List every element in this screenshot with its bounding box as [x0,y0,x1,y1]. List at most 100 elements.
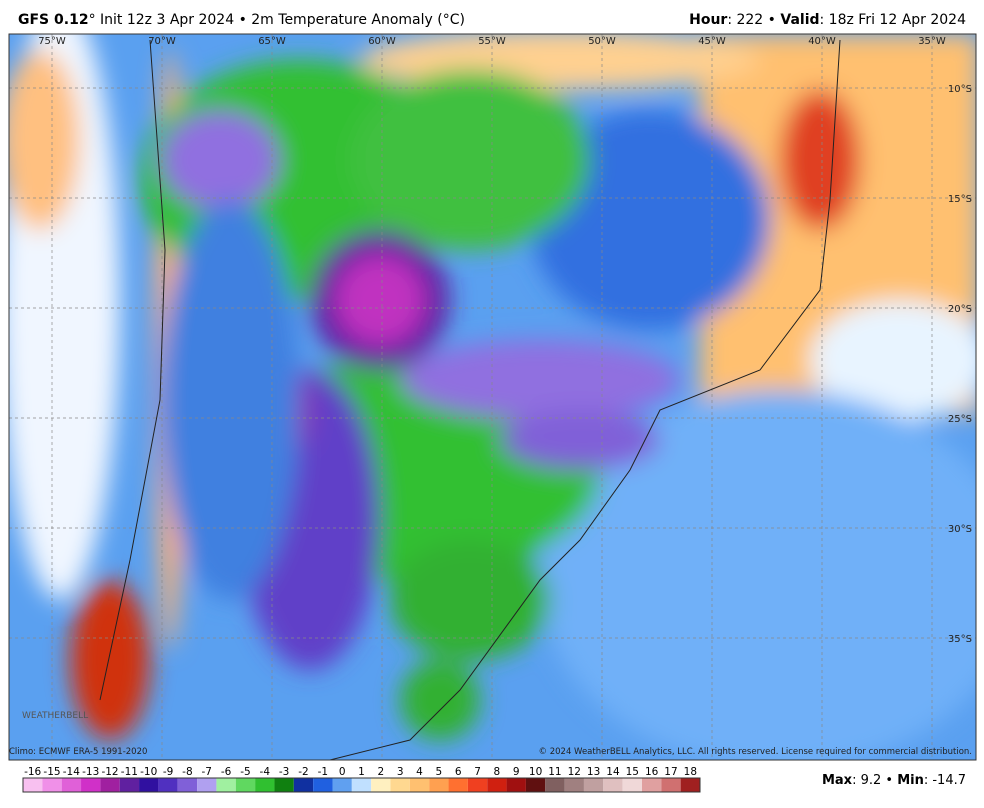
colorbar-label: 1 [358,766,365,778]
hour-value: : 222 • [727,12,781,28]
lat-label: 10°S [948,84,972,95]
min-value: : -14.7 [924,773,966,788]
colorbar-label: -1 [318,766,328,778]
colorbar-border [22,777,701,793]
colorbar-swatch [255,778,275,792]
colorbar-label: 2 [377,766,384,778]
colorbar-label: -15 [43,766,60,778]
climo: Climo: ECMWF ERA-5 1991-2020 [9,747,147,757]
colorbar-swatch [545,778,565,792]
lat-label: 25°S [948,414,972,425]
lat-label: 20°S [948,304,972,315]
colorbar-label: 3 [397,766,404,778]
colorbar-swatch [680,778,700,792]
colorbar-label: -2 [298,766,308,778]
colorbar-swatch [467,778,488,792]
lon-label: 55°W [478,36,506,47]
colorbar-label: -13 [82,766,99,778]
colorbar-swatch [622,778,642,792]
colorbar-label: 14 [606,766,620,778]
colorbar-swatch [661,778,681,792]
colorbar-label: 8 [494,766,501,778]
colorbar-swatch [371,778,391,792]
min-label: Min [897,773,924,788]
lon-label: 50°W [588,36,616,47]
colorbar-swatch [603,778,623,792]
colorbar-swatch [409,778,430,792]
colorbar-swatch [448,778,468,792]
lon-label: 45°W [698,36,726,47]
colorbar-swatch [42,778,62,792]
colorbar-swatch [332,778,352,792]
colorbar-label: -8 [182,766,192,778]
colorbar-label: 9 [513,766,520,778]
hour-label: Hour [689,12,728,28]
logo: WEATHERBELL [22,711,88,721]
colorbar-label: 16 [645,766,659,778]
map-border [8,33,977,761]
colorbar-label: -9 [163,766,173,778]
colorbar-swatch [100,778,120,792]
colorbar-swatch [313,778,333,792]
colorbar-swatch [158,778,178,792]
colorbar-label: 6 [455,766,462,778]
valid-value: : 18z Fri 12 Apr 2024 [819,12,966,28]
colorbar-swatch [177,778,198,792]
colorbar-label: -16 [24,766,41,778]
colorbar-label: -11 [121,766,138,778]
colorbar-label: 10 [529,766,542,778]
header-right: Hour: 222 • Valid: 18z Fri 12 Apr 2024 [689,12,966,28]
colorbar-swatch [119,778,140,792]
header: GFS 0.12° Init 12z 3 Apr 2024 • 2m Tempe… [0,0,984,34]
colorbar-label: -5 [240,766,250,778]
stats: Max: 9.2 • Min: -14.7 [822,773,966,788]
colorbar-swatch [583,778,604,792]
colorbar-swatch [564,778,584,792]
colorbar-label: -4 [260,766,271,778]
lon-label: 70°W [148,36,176,47]
colorbar-label: -3 [279,766,289,778]
colorbar-label: -12 [101,766,118,778]
lat-label: 35°S [948,634,972,645]
colorbar-label: 17 [664,766,677,778]
colorbar-swatch [429,778,449,792]
colorbar-label: -10 [140,766,157,778]
colorbar-label: 7 [474,766,481,778]
colorbar-label: 5 [436,766,443,778]
colorbar-label: 15 [626,766,639,778]
lon-label: 40°W [808,36,836,47]
colorbar-label: 4 [416,766,423,778]
colorbar-swatch [81,778,101,792]
colorbar-label: 0 [339,766,346,778]
lat-label: 30°S [948,524,972,535]
colorbar-label: -6 [221,766,232,778]
colorbar-swatch [487,778,507,792]
header-left: GFS 0.12° Init 12z 3 Apr 2024 • 2m Tempe… [18,12,465,28]
colorbar-swatch [390,778,410,792]
colorbar-swatch [235,778,256,792]
lon-label: 60°W [368,36,396,47]
model: GFS 0.12 [18,12,89,28]
lat-label: 15°S [948,194,972,205]
colorbar-swatch [216,778,236,792]
max-value: : 9.2 • [852,773,897,788]
colorbar-swatch [641,778,662,792]
colorbar-swatch [61,778,82,792]
colorbar-swatch [506,778,526,792]
colorbar-swatch [351,778,372,792]
colorbar-swatch [23,778,43,792]
colorbar-label: 13 [587,766,600,778]
title: ° Init 12z 3 Apr 2024 • 2m Temperature A… [88,12,465,28]
colorbar-label: 12 [568,766,581,778]
lon-label: 35°W [918,36,946,47]
lon-label: 65°W [258,36,286,47]
colorbar-swatch [525,778,546,792]
map [9,34,976,760]
colorbar-swatch [274,778,294,792]
colorbar-label: -7 [202,766,212,778]
colorbar-swatch [139,778,159,792]
copyright: © 2024 WeatherBELL Analytics, LLC. All r… [539,747,972,757]
valid-label: Valid [780,12,820,28]
colorbar-label: 11 [548,766,561,778]
